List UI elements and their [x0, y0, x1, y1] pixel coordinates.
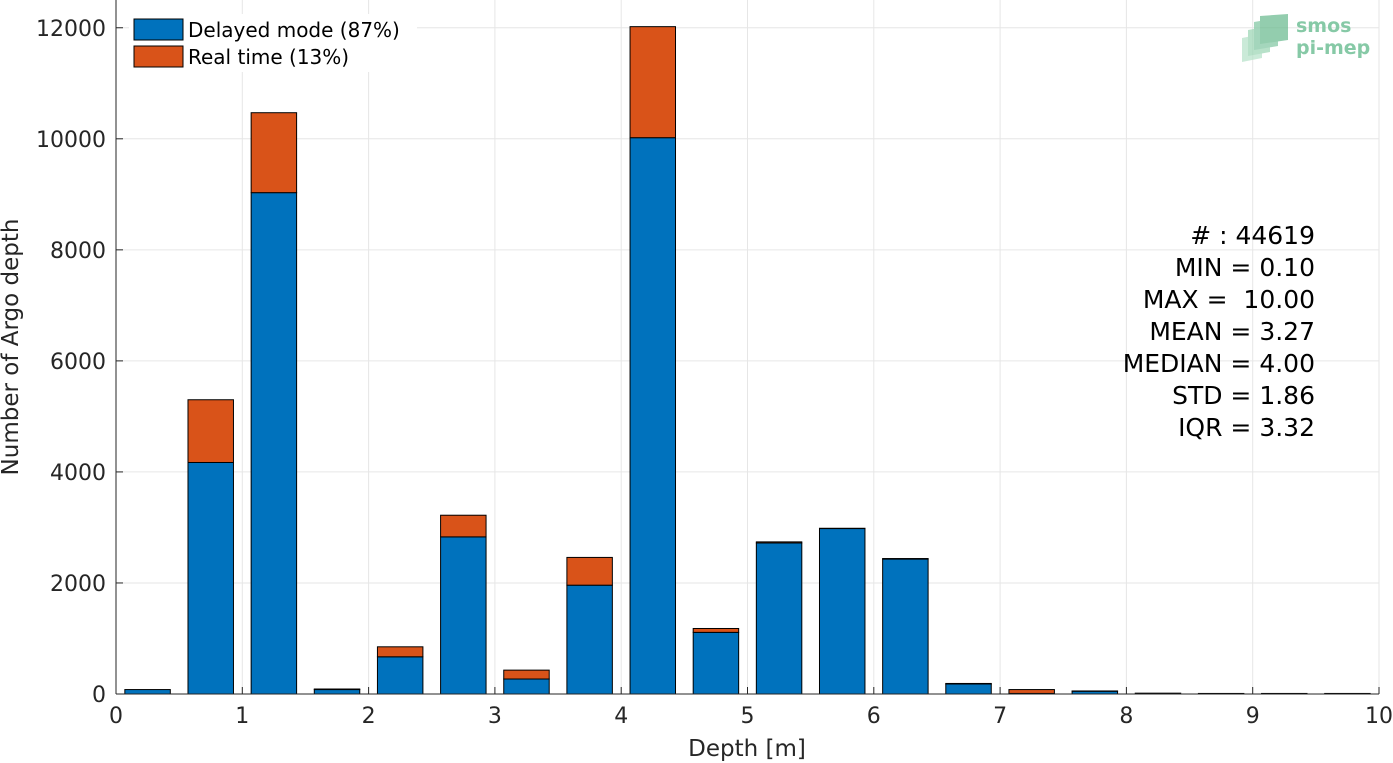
- logo-text-pimep: pi-mep: [1296, 37, 1370, 59]
- x-tick-labels: 0 1 2 3 4 5 6 7 8 9 10: [109, 704, 1393, 729]
- x-tick-label: 1: [235, 704, 249, 729]
- bar-delayed-mode: [755, 542, 803, 695]
- bar-real-time: [187, 399, 234, 463]
- logo-icon: [1242, 14, 1288, 62]
- legend-swatch-realtime: [133, 45, 184, 68]
- x-tick-label: 3: [488, 704, 502, 729]
- smos-pimep-logo: smos pi-mep: [1242, 14, 1370, 62]
- bar-real-time: [503, 669, 550, 680]
- bar-delayed-mode: [124, 689, 171, 695]
- bar-real-time: [629, 26, 677, 139]
- bars: [124, 26, 1371, 695]
- stat-mean: MEAN = 3.27: [1149, 317, 1315, 346]
- statistics-box: # : 44619 MIN = 0.10 MAX = 10.00 MEAN = …: [1123, 221, 1315, 442]
- y-tick-labels: 0 2000 4000 6000 8000 10000 12000: [36, 17, 106, 708]
- bar-delayed-mode: [503, 678, 550, 695]
- bar-real-time: [440, 514, 487, 538]
- bar-real-time: [376, 646, 424, 658]
- y-tick-label: 6000: [50, 350, 106, 375]
- stat-std: STD = 1.86: [1172, 381, 1315, 410]
- y-tick-label: 2000: [50, 572, 106, 597]
- bar-delayed-mode: [313, 689, 361, 695]
- bar-delayed-mode: [818, 528, 866, 695]
- x-tick-label: 4: [614, 704, 628, 729]
- bar-real-time: [1008, 689, 1055, 694]
- bar-delayed-mode: [566, 584, 613, 695]
- bar-delayed-mode: [187, 461, 234, 695]
- bar-delayed-mode: [376, 656, 424, 695]
- grid-lines: [115, 0, 1380, 695]
- y-tick-label: 8000: [50, 239, 106, 264]
- y-axis-label: Number of Argo depth: [0, 219, 24, 476]
- y-tick-label: 0: [92, 683, 106, 708]
- x-tick-label: 0: [109, 704, 123, 729]
- legend-label-delayed: Delayed mode (87%): [188, 18, 400, 42]
- x-tick-label: 2: [362, 704, 376, 729]
- stat-median: MEDIAN = 4.00: [1123, 349, 1315, 378]
- x-tick-label: 6: [867, 704, 881, 729]
- bar-real-time: [250, 112, 298, 194]
- bar-delayed-mode: [250, 192, 298, 695]
- legend: Delayed mode (87%) Real time (13%): [129, 14, 417, 72]
- stat-count: # : 44619: [1190, 221, 1315, 250]
- bar-real-time: [313, 688, 361, 691]
- bar-real-time: [566, 556, 613, 586]
- bar-real-time: [882, 558, 929, 560]
- x-axis-label: Depth [m]: [688, 736, 806, 762]
- bar-real-time: [945, 682, 992, 685]
- stat-max: MAX = 10.00: [1143, 285, 1315, 314]
- bar-delayed-mode: [629, 137, 677, 695]
- bar-delayed-mode: [692, 631, 740, 695]
- y-tick-label: 12000: [36, 17, 106, 42]
- logo-text-smos: smos: [1296, 15, 1351, 37]
- stat-min: MIN = 0.10: [1175, 253, 1315, 282]
- bar-real-time: [692, 627, 740, 633]
- bar-real-time: [755, 541, 803, 544]
- y-tick-label: 10000: [36, 128, 106, 153]
- bar-delayed-mode: [440, 536, 487, 695]
- bar-delayed-mode: [882, 558, 929, 695]
- x-tick-label: 9: [1246, 704, 1260, 729]
- legend-swatch-delayed: [133, 18, 184, 41]
- legend-label-realtime: Real time (13%): [188, 45, 349, 69]
- axes: [115, 0, 1380, 695]
- x-tick-label: 5: [741, 704, 755, 729]
- y-tick-label: 4000: [50, 461, 106, 486]
- bar-delayed-mode: [945, 683, 992, 695]
- x-tick-label: 10: [1365, 704, 1393, 729]
- x-tick-label: 7: [993, 704, 1007, 729]
- stat-iqr: IQR = 3.32: [1178, 413, 1315, 442]
- x-tick-label: 8: [1119, 704, 1133, 729]
